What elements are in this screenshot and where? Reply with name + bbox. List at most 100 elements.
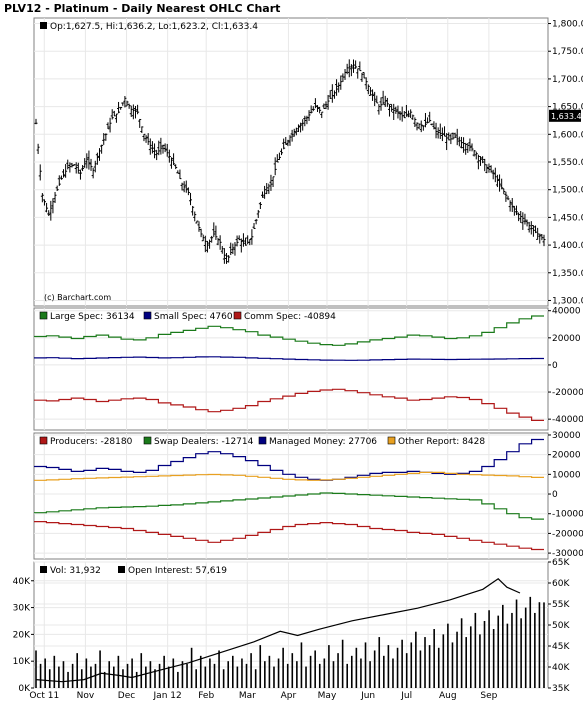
- ohlc-bar: [68, 162, 72, 173]
- ohlc-bar: [362, 71, 366, 79]
- ohlc-bar: [252, 223, 256, 229]
- ohlc-bar: [256, 209, 260, 219]
- ohlc-bar: [413, 117, 417, 128]
- ohlc-bar: [328, 90, 332, 99]
- cot-disaggregated-legend-producers-swatch: [39, 436, 48, 445]
- last-price-label: 1,633.4: [551, 112, 582, 121]
- ohlc-bar: [472, 150, 476, 157]
- ohlc-bar: [108, 117, 112, 133]
- ohlc-bar: [59, 175, 63, 180]
- ohlc-bar: [320, 111, 324, 119]
- cot-legacy-series-comm-spec: [34, 388, 544, 421]
- x-tick-label: Dec: [118, 691, 135, 701]
- price-y-tick-label: 1,550.0: [552, 158, 583, 168]
- ohlc-bar: [303, 115, 307, 127]
- ohlc-bar: [434, 122, 438, 139]
- volume-y-tick-label: 0K: [18, 684, 31, 694]
- ohlc-bar: [485, 164, 489, 174]
- ohlc-bar: [282, 138, 286, 150]
- x-tick-label: Oct 11: [29, 691, 59, 701]
- ohlc-bar: [36, 143, 40, 154]
- cot-disaggregated-legend-swap-dealers-swatch: [143, 436, 152, 445]
- ohlc-bar: [165, 143, 169, 157]
- ohlc-bar: [169, 157, 173, 169]
- ohlc-bar: [218, 235, 222, 250]
- ohlc-bar: [231, 243, 235, 255]
- ohlc-bar: [142, 133, 146, 142]
- ohlc-bar: [76, 162, 80, 174]
- ohlc-bar: [150, 141, 154, 154]
- ohlc-bar: [368, 87, 372, 96]
- ohlc-bar: [277, 152, 281, 160]
- ohlc-bar: [474, 151, 478, 160]
- ohlc-bar: [74, 162, 78, 174]
- ohlc-bar: [201, 234, 205, 242]
- price-legend: Op:1,627.5, Hi:1,636.2, Lo:1,623.2, Cl:1…: [40, 22, 258, 32]
- ohlc-bar: [144, 135, 148, 143]
- cot-disaggregated-legend-other-report-swatch: [387, 436, 396, 445]
- ohlc-bar: [436, 127, 440, 139]
- ohlc-bar: [284, 136, 288, 145]
- ohlc-bar: [184, 180, 188, 193]
- ohlc-bar: [443, 126, 447, 137]
- ohlc-bar: [250, 229, 254, 245]
- ohlc-bar: [195, 220, 199, 224]
- ohlc-bar: [426, 117, 430, 124]
- cot-disaggregated-y-tick-label: 10000: [552, 470, 581, 480]
- ohlc-bar: [453, 132, 457, 139]
- ohlc-bar: [129, 105, 133, 117]
- ohlc-bar: [428, 111, 432, 123]
- ohlc-bar: [244, 237, 248, 246]
- ohlc-bar: [146, 133, 150, 145]
- ohlc-bar: [407, 110, 411, 118]
- ohlc-bar: [258, 202, 262, 210]
- cot-disaggregated-legend-managed-money: Managed Money: 27706: [269, 437, 377, 447]
- ohlc-bar: [53, 191, 57, 203]
- ohlc-bar: [286, 139, 290, 147]
- ohlc-bar: [502, 188, 506, 195]
- ohlc-bar: [127, 103, 131, 109]
- ohlc-bar: [358, 61, 362, 72]
- ohlc-bar: [540, 234, 544, 241]
- watermark: (c) Barchart.com: [44, 293, 111, 302]
- ohlc-bar: [455, 128, 459, 146]
- ohlc-bar: [235, 235, 239, 247]
- ohlc-bar: [322, 103, 326, 109]
- x-tick-label: Nov: [77, 691, 95, 701]
- ohlc-bar: [296, 124, 300, 133]
- open-interest-y-tick-label: 65K: [552, 558, 570, 568]
- ohlc-bar: [449, 133, 453, 145]
- ohlc-bar: [106, 122, 110, 130]
- ohlc-bar: [212, 222, 216, 237]
- cot-disaggregated-panel: 30000 20000 10000 0 -10000 -20000 -30000 Produc…: [33, 431, 583, 560]
- open-interest-y-tick-label: 45K: [552, 642, 570, 652]
- ohlc-bar: [267, 183, 271, 194]
- open-interest-line: [35, 578, 521, 683]
- ohlc-bar: [504, 191, 508, 202]
- ohlc-bar: [203, 235, 207, 253]
- cot-legacy-legend-small-spec: Small Spec: 4760: [154, 312, 233, 322]
- volume-legend-open-interest-swatch: [118, 566, 125, 573]
- cot-legacy-y-tick-label: 20000: [552, 334, 581, 344]
- volume-y-tick-label: 30K: [13, 604, 31, 614]
- volume-y-tick-label: 10K: [13, 657, 31, 667]
- cot-disaggregated-series-producers: [34, 521, 544, 551]
- price-y-tick-label: 1,650.0: [552, 103, 583, 113]
- ohlc-bar: [157, 140, 161, 156]
- cot-disaggregated-legend: Producers: -28180 Swap Dealers: -12714 Man…: [39, 436, 485, 447]
- ohlc-bar: [83, 158, 87, 168]
- ohlc-bar: [451, 132, 455, 140]
- cot-legacy-panel: 40000 20000 0 -20000 -40000 Large Spec: 36134…: [33, 307, 583, 431]
- ohlc-bar: [172, 153, 176, 166]
- ohlc-bar: [47, 210, 51, 216]
- ohlc-bar: [119, 107, 123, 110]
- ohlc-bar: [89, 158, 93, 171]
- cot-legacy-legend-large-spec-swatch: [39, 311, 48, 320]
- ohlc-bar: [193, 211, 197, 222]
- open-interest-y-tick-label: 55K: [552, 600, 570, 610]
- ohlc-bar: [349, 64, 353, 77]
- volume-legend-vol: Vol: 31,932: [50, 566, 101, 576]
- price-y-tick-label: 1,750.0: [552, 47, 583, 57]
- ohlc-bar: [100, 144, 104, 154]
